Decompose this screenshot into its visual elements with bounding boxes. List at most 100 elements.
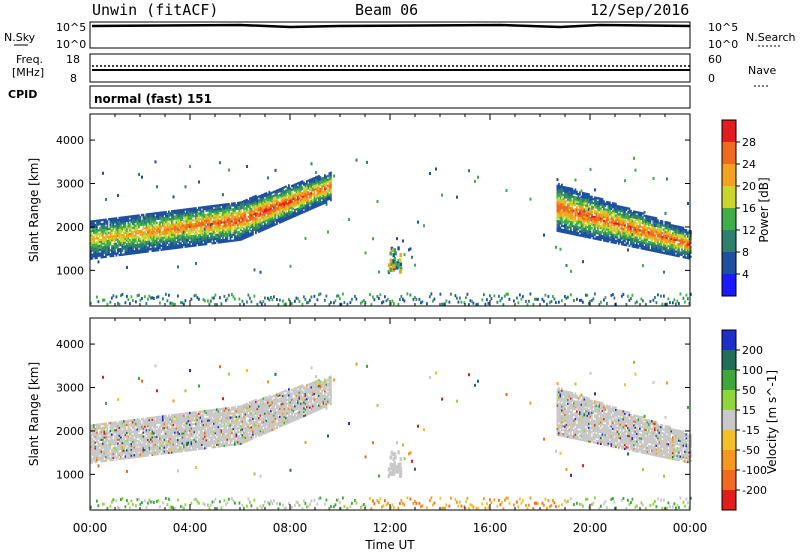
power-cell [175,242,178,246]
power-cell [172,233,175,236]
power-cell [615,204,617,207]
power-cell [153,241,155,245]
power-cell [564,227,566,230]
power-cell [570,210,572,214]
power-cell [93,245,95,248]
power-cell [588,232,590,235]
power-cell [219,231,221,234]
power-cell [121,226,124,229]
power-cell [120,242,122,245]
power-cell [294,183,296,186]
power-cell [133,242,136,245]
power-cell [252,233,254,236]
power-cell [241,204,244,207]
power-cell [672,253,674,257]
power-cell [142,217,145,220]
power-cell [241,212,244,215]
power-cell [619,221,622,224]
power-cell [594,204,596,207]
power-cell [105,253,107,256]
power-cell [127,252,130,256]
power-cell [127,250,130,254]
power-cell [604,227,607,231]
power-cell [627,213,629,216]
power-cell [126,253,128,256]
power-cell [577,228,580,231]
power-cell [649,221,652,224]
power-cell [294,185,296,188]
power-cell [235,203,238,207]
power-cell [253,201,256,204]
power-cell [321,202,323,206]
power-cell [214,232,217,235]
power-cell [234,210,236,213]
power-cell [144,244,146,248]
power-cell [192,242,194,245]
power-cell [312,185,314,188]
power-cell [240,213,242,216]
power-cell [111,219,113,222]
power-cell [288,195,290,199]
power-cell [142,213,145,217]
power-cell [148,230,151,233]
power-cell [229,239,232,243]
power-cell [279,201,281,205]
power-cell [298,203,301,206]
power-cell [658,247,661,250]
power-cell [648,219,650,223]
power-cell [622,208,625,211]
power-cell [328,185,331,189]
power-cell [270,199,272,203]
power-cell [633,156,635,160]
power-cell [190,227,193,230]
power-cell [265,225,268,228]
power-cell [123,245,125,248]
power-cell [288,194,290,197]
power-cell [573,195,575,199]
power-cell [598,207,601,210]
power-cell [229,224,232,227]
power-cell [328,178,331,181]
power-cell [610,219,613,222]
power-cell [163,234,166,237]
power-cell [102,230,104,233]
power-cell [157,213,160,217]
velocity-cell [93,439,95,442]
power-cell [175,235,178,238]
power-cell [265,192,268,195]
power-cell [274,209,277,212]
power-cell [105,243,107,247]
power-cell [259,270,262,274]
power-cell [184,226,187,229]
power-cell [91,239,94,243]
power-cell [241,232,244,235]
power-cell [174,243,176,246]
power-cell [456,296,458,300]
power-cell [690,245,692,249]
power-cell [651,239,653,242]
power-cell [636,234,638,237]
power-cell [271,214,274,218]
power-cell [213,230,215,233]
power-cell [558,216,560,219]
power-cell [601,229,604,232]
power-cell [586,210,589,213]
power-cell [292,197,295,201]
power-cell [198,239,200,243]
power-cell [604,204,607,207]
power-cell [310,201,313,204]
power-cell [400,295,403,299]
power-cell [205,213,208,216]
power-cell [147,226,149,230]
power-cell [609,232,611,236]
power-cell [277,188,280,192]
power-cell [180,218,182,222]
power-cell [171,212,173,215]
power-cell [642,233,644,237]
power-cell [568,224,571,227]
power-cell [618,238,620,241]
power-cell [310,205,313,208]
velocity-cell [103,432,106,435]
power-cell [193,240,196,243]
power-cell [175,227,178,230]
